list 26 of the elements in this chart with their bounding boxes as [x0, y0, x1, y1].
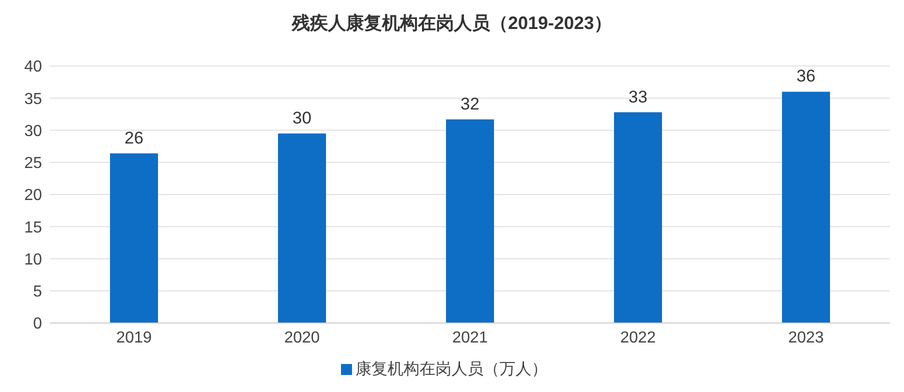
- y-tick-label: 5: [33, 284, 42, 301]
- x-tick-label: 2023: [788, 329, 824, 346]
- bar: [446, 119, 494, 323]
- chart-title: 残疾人康复机构在岗人员（2019-2023）: [290, 12, 614, 35]
- y-tick-label: 25: [24, 155, 42, 172]
- data-label: 30: [292, 108, 312, 128]
- y-tick-label: 20: [24, 187, 42, 204]
- data-label: 33: [628, 87, 648, 106]
- y-tick-label: 0: [33, 316, 42, 333]
- y-tick-label: 15: [24, 219, 42, 236]
- bar: [614, 112, 662, 323]
- x-tick-label: 2021: [452, 329, 488, 346]
- x-tick-label: 2022: [620, 329, 656, 346]
- x-tick-label: 2020: [284, 329, 320, 346]
- y-tick-label: 10: [24, 251, 42, 268]
- bar: [278, 133, 326, 323]
- bar: [110, 153, 158, 323]
- data-label: 36: [796, 66, 816, 86]
- legend-label: 康复机构在岗人员（万人）: [356, 361, 548, 378]
- y-tick-label: 35: [24, 90, 42, 108]
- x-tick-label: 2019: [116, 329, 152, 346]
- data-label: 26: [124, 128, 144, 148]
- y-tick-label: 30: [24, 122, 42, 140]
- y-tick-label: 40: [24, 58, 42, 76]
- data-label: 32: [460, 94, 480, 114]
- bar: [782, 92, 830, 323]
